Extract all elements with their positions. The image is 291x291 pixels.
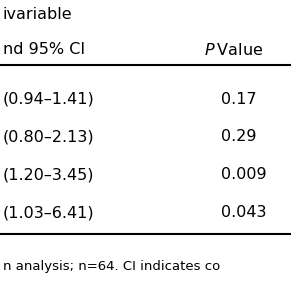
Text: ivariable: ivariable (3, 7, 72, 22)
Text: 0.17: 0.17 (221, 92, 257, 107)
Text: (0.94–1.41): (0.94–1.41) (3, 92, 95, 107)
Text: 0.009: 0.009 (221, 167, 267, 182)
Text: (1.20–3.45): (1.20–3.45) (3, 167, 94, 182)
Text: 0.29: 0.29 (221, 129, 257, 145)
Text: 0.043: 0.043 (221, 205, 267, 220)
Text: (0.80–2.13): (0.80–2.13) (3, 129, 95, 145)
Text: $\it{P}$ Value: $\it{P}$ Value (204, 42, 263, 58)
Text: n analysis; n=64. CI indicates co: n analysis; n=64. CI indicates co (3, 260, 220, 274)
Text: nd 95% CI: nd 95% CI (3, 42, 85, 57)
Text: (1.03–6.41): (1.03–6.41) (3, 205, 95, 220)
